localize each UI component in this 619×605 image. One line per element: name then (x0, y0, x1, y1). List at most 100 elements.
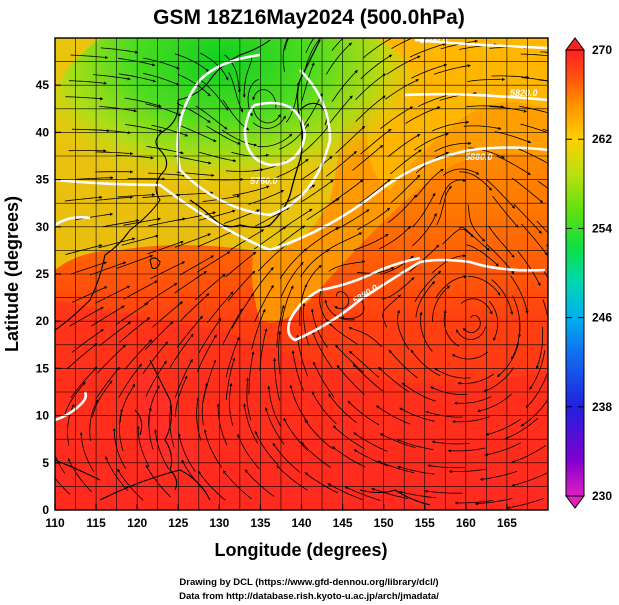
streamline (466, 244, 499, 267)
streamline (244, 469, 275, 497)
x-tick-label: 165 (497, 516, 517, 530)
streamline (174, 155, 212, 165)
streamline (511, 445, 547, 464)
streamline (174, 270, 207, 294)
streamline (529, 350, 546, 390)
streamline (432, 120, 470, 132)
streamline (79, 431, 95, 473)
streamline (355, 95, 386, 122)
colorbar-tick-label: 262 (592, 132, 612, 146)
streamline (227, 270, 256, 302)
streamline (89, 399, 99, 442)
streamline (196, 334, 217, 373)
x-tick-label: 130 (209, 516, 229, 530)
streamline (67, 458, 92, 493)
streamline (136, 425, 150, 467)
streamline (91, 305, 125, 327)
streamline (174, 53, 210, 73)
streamline (123, 280, 158, 300)
streamline (267, 385, 282, 427)
streamline (431, 440, 470, 445)
streamline (386, 55, 421, 75)
streamline (458, 226, 490, 251)
streamline (99, 321, 131, 347)
streamline (65, 96, 104, 101)
y-tick-label: 45 (36, 78, 50, 92)
x-tick-label: 135 (250, 516, 270, 530)
streamline (300, 62, 315, 104)
streamline (327, 232, 363, 251)
streamline (225, 336, 240, 378)
streamline (536, 220, 548, 234)
y-axis-label: Latitude (degrees) (2, 196, 22, 352)
streamline (443, 309, 460, 347)
streamline (391, 38, 414, 49)
streamline (283, 417, 309, 452)
x-axis-label: Longitude (degrees) (214, 540, 387, 560)
streamline (145, 464, 172, 498)
streamline (248, 189, 285, 205)
streamline (95, 285, 131, 304)
streamline (382, 277, 415, 300)
streamline (462, 315, 481, 334)
contour-low-core (243, 101, 307, 167)
streamline (332, 425, 365, 450)
credit-drawing: Drawing by DCL (https://www.gfd-dennou.o… (179, 577, 438, 588)
streamline (521, 223, 548, 256)
streamline (70, 261, 108, 275)
contour-5880 (287, 256, 546, 342)
streamline (348, 326, 382, 348)
streamline (144, 282, 178, 305)
y-tick-label: 5 (42, 456, 49, 470)
streamline (535, 326, 544, 370)
streamline (242, 55, 253, 98)
x-tick-label: 110 (45, 516, 65, 530)
colorbar-scale (565, 49, 585, 497)
streamline (518, 148, 548, 164)
streamline (179, 255, 214, 276)
streamline (197, 230, 234, 248)
streamline (448, 468, 487, 474)
streamline (255, 207, 290, 227)
streamline (229, 382, 234, 426)
streamline (460, 298, 493, 315)
streamline (302, 302, 310, 346)
streamline (387, 194, 417, 224)
x-tick-label: 140 (291, 516, 311, 530)
streamline (510, 275, 529, 315)
streamline (432, 285, 451, 323)
streamline (353, 432, 388, 452)
x-tick-label: 160 (456, 516, 476, 530)
streamline (336, 364, 365, 395)
streamline (251, 308, 266, 350)
streamline (396, 309, 410, 350)
streamline (311, 391, 337, 425)
y-tick-label: 15 (36, 361, 50, 375)
streamline (326, 42, 352, 75)
streamline (334, 291, 350, 310)
streamline (257, 243, 288, 272)
streamline (363, 38, 397, 59)
streamline (454, 396, 492, 405)
streamline (70, 54, 109, 60)
streamline (117, 57, 156, 67)
streamline (513, 204, 542, 234)
colorbar-top-arrow (565, 37, 585, 51)
streamlines (55, 38, 548, 510)
streamline (385, 79, 419, 100)
y-tick-label: 10 (36, 409, 50, 423)
streamline (359, 178, 391, 204)
x-tick-label: 115 (86, 516, 106, 530)
streamline (352, 144, 384, 171)
contour-upper (404, 92, 548, 102)
streamline (116, 254, 154, 269)
streamline (491, 75, 530, 79)
streamline (300, 92, 323, 129)
streamline (326, 95, 353, 128)
contour-5700 (414, 38, 548, 50)
streamline (312, 330, 333, 369)
streamline (95, 151, 134, 156)
streamline (71, 329, 104, 353)
streamline (203, 359, 217, 401)
streamline (254, 430, 279, 466)
